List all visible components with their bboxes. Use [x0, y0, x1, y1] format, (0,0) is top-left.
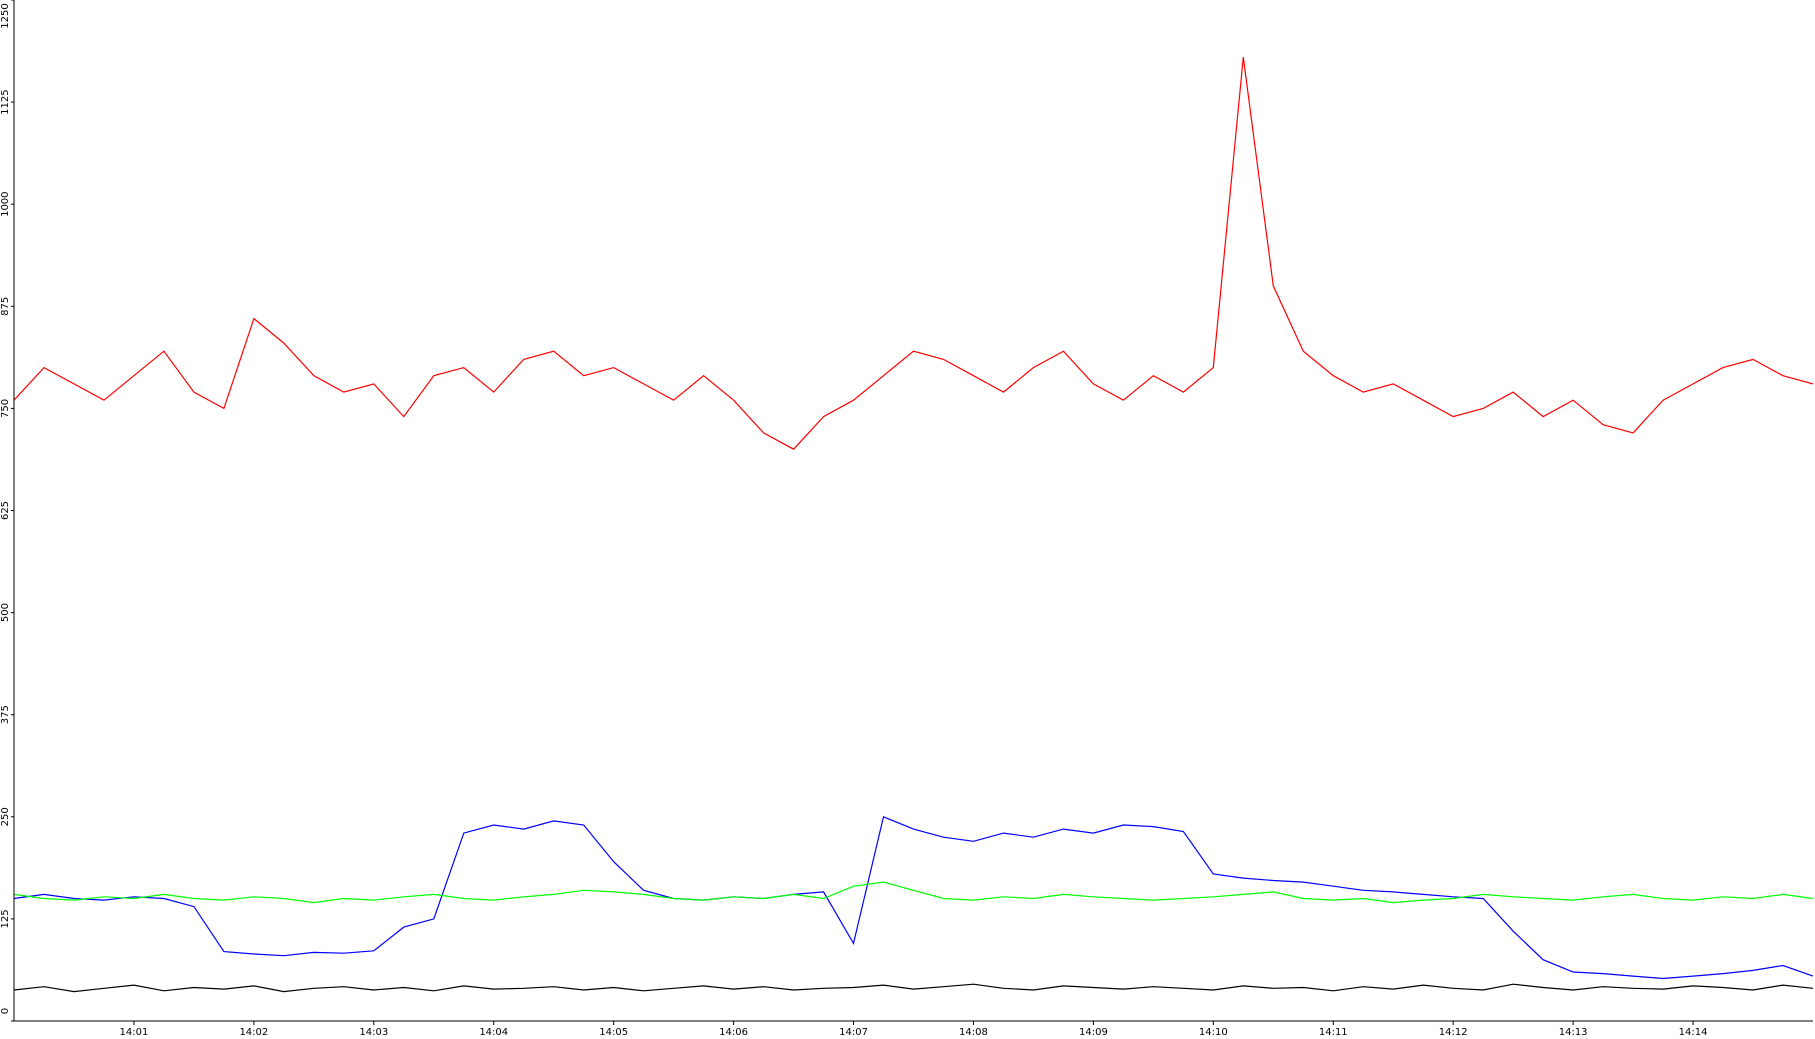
x-tick-label: 14:12	[1439, 1027, 1468, 1038]
series-line	[13, 983, 1814, 993]
x-tick-label: 14:05	[599, 1027, 628, 1038]
x-tick-label: 14:11	[1319, 1027, 1348, 1038]
y-tick-label: 625	[0, 501, 11, 520]
y-tick-label: 875	[0, 297, 11, 316]
x-tick-label: 14:06	[719, 1027, 748, 1038]
y-tick-label: 500	[0, 603, 11, 622]
x-tick-label: 14:03	[359, 1027, 388, 1038]
x-tick-label: 14:01	[120, 1027, 149, 1038]
series-line	[13, 815, 1814, 980]
x-tick-label: 14:04	[479, 1027, 508, 1038]
x-tick-label: 14:14	[1679, 1027, 1708, 1038]
x-tick-label: 14:08	[959, 1027, 988, 1038]
y-tick-label: 750	[0, 399, 11, 418]
y-tick-label: 375	[0, 705, 11, 724]
y-tick-label: 1000	[0, 191, 11, 216]
x-tick-label: 14:02	[239, 1027, 268, 1038]
x-tick-label: 14:09	[1079, 1027, 1108, 1038]
series-line	[13, 57, 1814, 450]
y-tick-label: 1250	[0, 3, 11, 28]
x-tick-label: 14:07	[839, 1027, 868, 1038]
y-tick-label: 0	[0, 1008, 11, 1014]
y-tick-label: 250	[0, 807, 11, 826]
y-tick-label: 1125	[0, 89, 11, 114]
x-tick-label: 14:10	[1199, 1027, 1228, 1038]
series-line	[13, 881, 1814, 904]
y-tick-label: 125	[0, 909, 11, 928]
x-tick-label: 14:13	[1559, 1027, 1588, 1038]
